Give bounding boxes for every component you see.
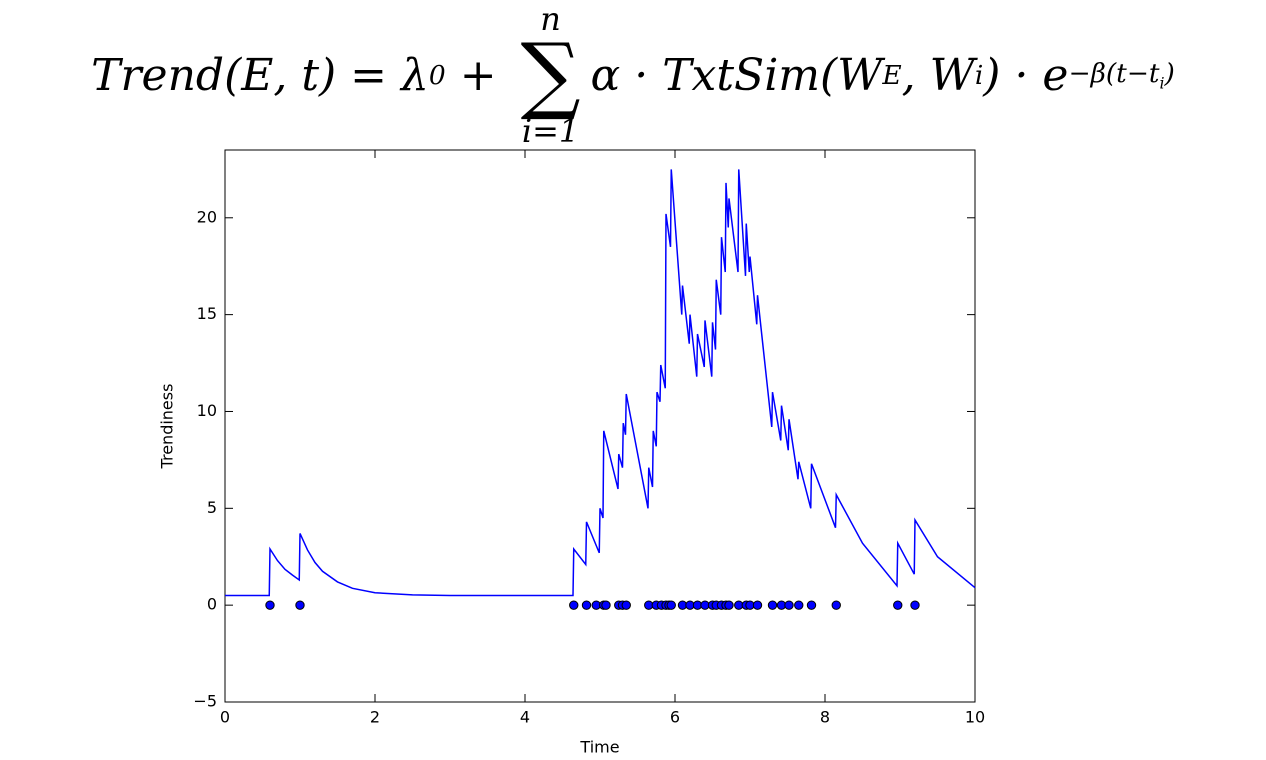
y-tick-label: 20 <box>197 207 217 226</box>
formula-text: ) <box>1164 57 1175 89</box>
formula-sub: i <box>1159 73 1165 93</box>
event-point <box>831 600 841 610</box>
formula-sub: 0 <box>428 59 446 91</box>
formula-sub: E <box>882 59 902 91</box>
x-tick-label: 4 <box>520 708 530 727</box>
event-point <box>724 600 734 610</box>
event-point <box>806 600 817 610</box>
formula-exp: −β(t−ti) <box>1068 58 1174 92</box>
x-tick-label: 8 <box>820 708 830 727</box>
formula-sub: i <box>974 59 984 91</box>
sum-lower: i=1 <box>521 111 580 150</box>
event-point <box>784 600 794 610</box>
sum-upper: n <box>540 0 561 39</box>
sum: n ∑ i=1 <box>521 3 581 147</box>
x-tick-label: 2 <box>370 708 380 727</box>
formula-text: Trend(E, t) = λ <box>91 49 429 101</box>
sum-sign: ∑ <box>520 25 581 124</box>
y-tick-label: 0 <box>207 595 217 614</box>
x-axis-label: Time <box>579 738 619 757</box>
x-tick-label: 0 <box>220 708 230 727</box>
plot-frame <box>224 149 976 703</box>
event-point <box>265 600 275 610</box>
event-point <box>581 600 592 610</box>
y-tick-label: 5 <box>207 498 217 517</box>
event-point <box>752 600 763 610</box>
formula-text: ) · e <box>983 49 1069 101</box>
event-point <box>767 600 778 610</box>
x-tick-label: 6 <box>670 708 680 727</box>
event-point <box>893 600 903 610</box>
event-point <box>569 600 579 610</box>
y-axis-label: Trendiness <box>158 384 177 470</box>
event-point <box>794 600 804 610</box>
trend-line <box>225 169 976 597</box>
event-point <box>666 600 676 610</box>
y-tick-label: 15 <box>197 304 217 323</box>
event-point <box>601 600 611 610</box>
y-tick-label: −5 <box>193 692 217 711</box>
y-tick-label: 10 <box>197 401 217 420</box>
x-tick-label: 10 <box>965 708 985 727</box>
formula-text: −β(t−t <box>1068 57 1160 89</box>
formula-text: , W <box>901 49 975 101</box>
event-point <box>621 600 631 610</box>
formula-text: + <box>445 49 511 101</box>
event-point <box>910 600 920 610</box>
event-point <box>295 600 305 610</box>
formula-text: α · TxtSim(W <box>590 49 883 101</box>
